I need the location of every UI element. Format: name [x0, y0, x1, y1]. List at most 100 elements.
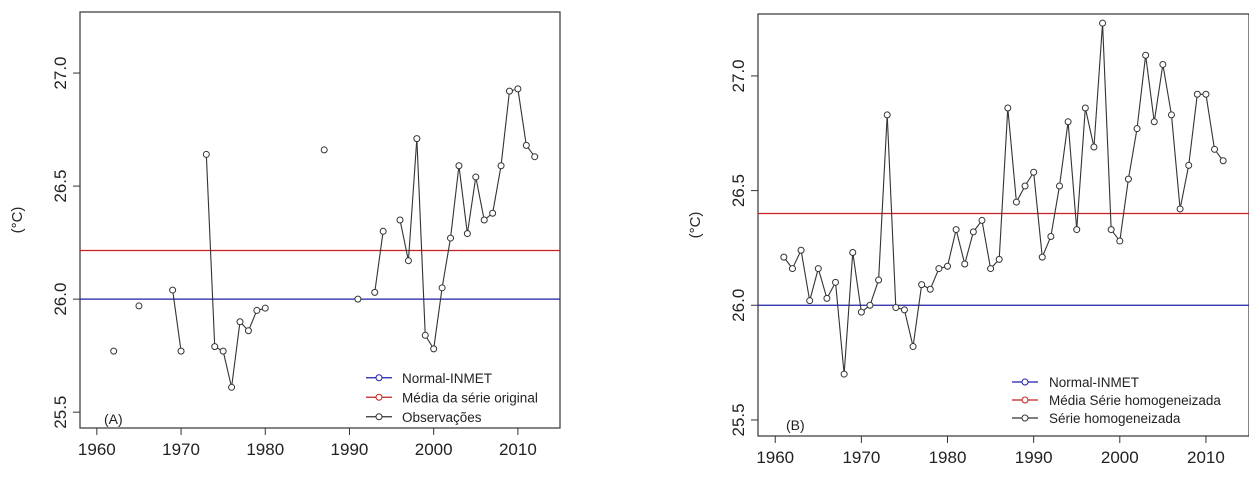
series-segment: [1102, 23, 1112, 230]
legend-label: Normal-INMET: [1049, 375, 1139, 390]
chart-panel-b: 1960 1970 1980 1990 2000 2010 25.5 26.0 26.5 27.0…: [687, 13, 1249, 467]
series-segment: [1153, 64, 1164, 122]
y-axis-label: (°C): [687, 212, 704, 239]
data-point: [497, 162, 505, 170]
data-point: [177, 347, 185, 355]
series-segment: [222, 351, 233, 388]
data-point: [1038, 253, 1046, 261]
series-segment: [475, 176, 485, 221]
data-point: [952, 226, 960, 234]
series-segment: [929, 268, 940, 290]
legend-marker: [375, 413, 383, 421]
data-point: [438, 284, 446, 292]
panel-label: (A): [104, 411, 123, 427]
plot-frame: [757, 13, 1249, 437]
data-point: [944, 262, 952, 270]
series-segment: [834, 282, 845, 375]
series-segment: [399, 219, 409, 261]
data-point: [236, 318, 244, 326]
data-point: [1073, 226, 1081, 234]
series-segment: [500, 91, 511, 166]
x-tick-label: 2000: [415, 440, 453, 459]
data-point: [1159, 60, 1167, 68]
data-point: [522, 141, 530, 149]
series-segment: [946, 229, 957, 267]
series-segment: [903, 309, 914, 347]
data-point: [1193, 90, 1201, 98]
data-point: [480, 216, 488, 224]
y-tick-label: 26.0: [51, 283, 70, 316]
data-point: [797, 246, 805, 254]
series-segment: [1041, 236, 1052, 258]
data-point: [261, 304, 269, 312]
data-point: [1030, 168, 1038, 176]
data-point: [900, 306, 908, 314]
legend-marker: [375, 393, 383, 401]
series-segment: [449, 165, 460, 239]
data-point: [1090, 143, 1098, 151]
data-point: [1099, 19, 1107, 27]
series-segment: [1033, 172, 1043, 258]
series-segment: [492, 165, 502, 214]
data-point: [455, 162, 463, 170]
data-point: [926, 285, 934, 293]
data-point: [892, 304, 900, 312]
x-tick-label: 1970: [162, 440, 200, 459]
y-tick-label: 26.0: [729, 289, 748, 322]
y-tick-label: 26.5: [729, 174, 748, 207]
series-segment: [1093, 23, 1104, 148]
data-point: [780, 253, 788, 261]
data-point: [1047, 232, 1055, 240]
x-tick-label: 1990: [331, 440, 369, 459]
data-point: [1012, 198, 1020, 206]
data-point: [875, 276, 883, 284]
data-point: [1176, 205, 1184, 213]
data-point: [918, 281, 926, 289]
x-tick-label: 2010: [1187, 448, 1225, 467]
data-point: [489, 209, 497, 217]
data-point: [244, 327, 252, 335]
data-point: [961, 260, 969, 268]
legend-marker: [1021, 378, 1029, 386]
data-point: [840, 370, 848, 378]
series-segment: [374, 231, 384, 293]
data-point: [1021, 182, 1029, 190]
data-point: [404, 257, 412, 265]
data-point: [832, 278, 840, 286]
series-segment: [1162, 64, 1173, 116]
data-point: [1142, 51, 1150, 59]
series-segment: [1179, 165, 1190, 210]
data-point: [1150, 118, 1158, 126]
data-point: [1202, 90, 1210, 98]
data-point: [788, 265, 796, 273]
data-point: [1107, 226, 1115, 234]
series-segment: [1127, 128, 1138, 180]
data-point: [135, 302, 143, 310]
data-point: [320, 146, 328, 154]
series-segment: [1188, 94, 1198, 166]
legend-label: Média da série original: [402, 390, 538, 405]
data-point: [472, 173, 480, 181]
data-point: [396, 216, 404, 224]
data-point: [1004, 104, 1012, 112]
series-segment: [981, 220, 992, 269]
series-segment: [886, 114, 897, 308]
y-tick-label: 25.5: [51, 396, 70, 429]
y-axis-label: (°C): [9, 207, 26, 234]
data-point: [1124, 175, 1132, 183]
series-segment: [1136, 55, 1147, 129]
series-segment: [809, 268, 819, 301]
x-tick-label: 1980: [929, 448, 967, 467]
x-tick-label: 1990: [1015, 448, 1053, 467]
data-point: [413, 135, 421, 143]
series-segment: [843, 252, 854, 375]
data-point: [514, 85, 522, 93]
data-point: [202, 150, 210, 158]
data-point: [814, 265, 822, 273]
series-segment: [441, 237, 452, 288]
data-point: [969, 228, 977, 236]
series-segment: [416, 138, 426, 336]
data-point: [463, 230, 471, 238]
data-point: [211, 343, 219, 351]
series-segment: [1067, 121, 1078, 230]
